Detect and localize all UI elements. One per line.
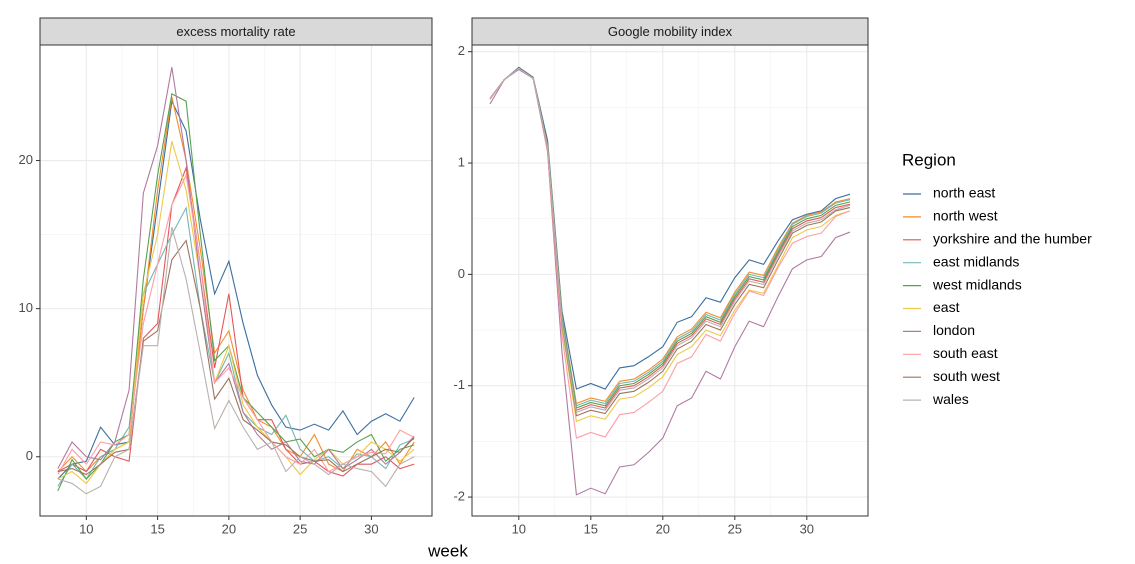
series-line xyxy=(489,67,851,411)
series-line xyxy=(489,67,851,423)
legend-label: yorkshire and the humber xyxy=(933,231,1092,247)
series-line xyxy=(489,67,851,414)
series-line xyxy=(57,96,415,473)
legend-label: east midlands xyxy=(933,253,1019,269)
y-tick-label: 20 xyxy=(19,152,33,167)
panel-border xyxy=(471,44,869,517)
panel-title: Google mobility index xyxy=(608,24,733,39)
series-line xyxy=(57,227,415,495)
legend-label: wales xyxy=(932,391,969,407)
x-tick-label: 15 xyxy=(150,521,164,536)
legend-label: north east xyxy=(933,185,995,201)
series-line xyxy=(57,239,415,476)
series-line xyxy=(57,99,415,480)
series-line xyxy=(57,141,415,485)
series-line xyxy=(57,165,415,477)
legend-label: east xyxy=(933,299,960,315)
series-line xyxy=(57,173,415,475)
y-tick-label: -1 xyxy=(453,377,465,392)
x-tick-label: 30 xyxy=(800,521,814,536)
x-axis-label: week xyxy=(427,541,468,560)
x-tick-label: 10 xyxy=(512,521,526,536)
series-line xyxy=(57,93,415,492)
x-tick-label: 20 xyxy=(656,521,670,536)
legend-title: Region xyxy=(902,150,956,169)
series-line xyxy=(489,66,851,390)
y-tick-label: 0 xyxy=(458,266,465,281)
panel-title: excess mortality rate xyxy=(176,24,295,39)
legend-label: london xyxy=(933,322,975,338)
x-tick-label: 25 xyxy=(728,521,742,536)
y-tick-label: 1 xyxy=(458,154,465,169)
legend-label: north west xyxy=(933,208,998,224)
legend-label: south east xyxy=(933,345,998,361)
y-tick-label: 0 xyxy=(26,448,33,463)
strip xyxy=(39,17,433,46)
panel-border xyxy=(39,44,433,517)
legend-label: west midlands xyxy=(932,276,1022,292)
series-line xyxy=(57,67,415,470)
strip xyxy=(471,17,869,46)
y-tick-label: 10 xyxy=(19,300,33,315)
x-tick-label: 15 xyxy=(584,521,598,536)
x-tick-label: 30 xyxy=(364,521,378,536)
y-tick-label: -2 xyxy=(453,489,465,504)
x-tick-label: 25 xyxy=(293,521,307,536)
legend-label: south west xyxy=(933,368,1000,384)
x-tick-label: 20 xyxy=(222,521,236,536)
x-tick-label: 10 xyxy=(79,521,93,536)
y-tick-label: 2 xyxy=(458,43,465,58)
